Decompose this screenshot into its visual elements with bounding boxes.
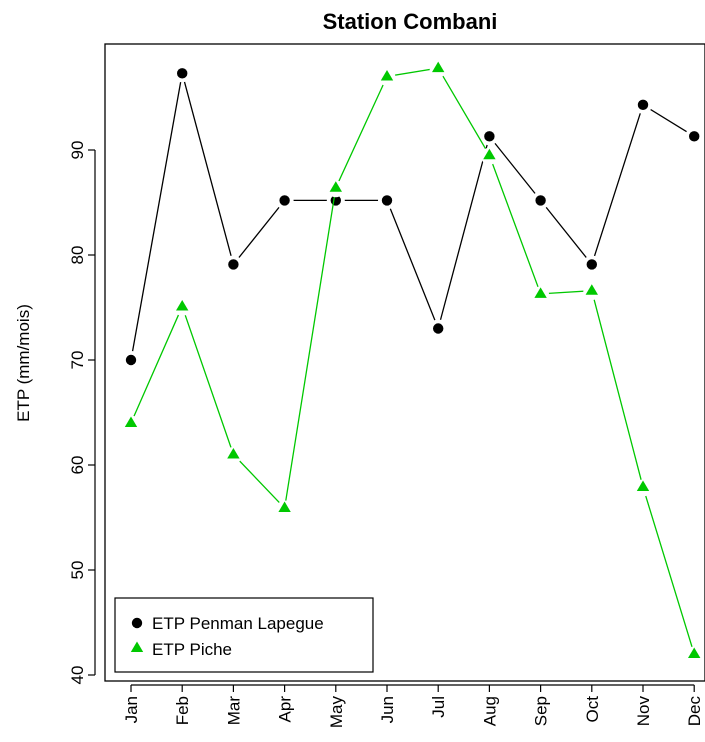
chart-title: Station Combani bbox=[323, 9, 498, 34]
point-etp-penman-lapegue-feb bbox=[177, 68, 188, 79]
series-etp-penman-lapegue bbox=[122, 64, 704, 369]
x-tick-label-mar: Mar bbox=[224, 696, 243, 726]
x-tick-label-aug: Aug bbox=[480, 696, 499, 726]
series-line-etp-penman-lapegue bbox=[130, 73, 695, 361]
series-layer bbox=[122, 60, 704, 664]
point-etp-piche-jun bbox=[380, 70, 394, 81]
point-etp-piche-dec bbox=[688, 647, 701, 658]
point-etp-piche-may bbox=[329, 181, 342, 192]
point-etp-penman-lapegue-jul bbox=[433, 323, 444, 334]
y-tick-label-90: 90 bbox=[68, 141, 87, 160]
point-etp-penman-lapegue-apr bbox=[279, 195, 290, 206]
plot-frame bbox=[104, 43, 705, 682]
y-axis: 40 50 60 70 80 90 bbox=[68, 141, 96, 685]
legend-label-piche: ETP Piche bbox=[152, 640, 232, 659]
point-etp-piche-oct bbox=[585, 284, 598, 295]
point-etp-piche-jan bbox=[124, 416, 138, 427]
x-tick-label-sep: Sep bbox=[532, 696, 551, 726]
x-tick-label-may: May bbox=[327, 696, 346, 729]
point-etp-penman-lapegue-dec bbox=[689, 131, 700, 142]
x-tick-label-oct: Oct bbox=[583, 696, 602, 723]
x-tick-label-nov: Nov bbox=[634, 696, 653, 727]
point-etp-penman-lapegue-nov bbox=[637, 99, 649, 111]
legend-label-penman: ETP Penman Lapegue bbox=[152, 614, 324, 633]
point-etp-penman-lapegue-sep bbox=[535, 195, 546, 206]
x-tick-label-dec: Dec bbox=[685, 696, 704, 727]
x-tick-label-jul: Jul bbox=[429, 696, 448, 718]
point-etp-piche-jul bbox=[432, 61, 445, 73]
point-etp-penman-lapegue-jan bbox=[125, 354, 137, 366]
series-etp-piche bbox=[122, 60, 703, 664]
x-tick-label-jun: Jun bbox=[378, 696, 397, 723]
point-etp-piche-sep bbox=[534, 287, 547, 298]
x-tick-label-jan: Jan bbox=[122, 696, 141, 723]
point-etp-piche-mar bbox=[227, 448, 240, 459]
legend: ETP Penman Lapegue ETP Piche bbox=[114, 597, 374, 673]
point-etp-piche-feb bbox=[176, 299, 189, 311]
point-etp-penman-lapegue-mar bbox=[228, 259, 239, 270]
point-etp-penman-lapegue-oct bbox=[586, 259, 597, 270]
legend-marker-penman bbox=[131, 617, 143, 629]
point-etp-piche-apr bbox=[278, 501, 291, 513]
y-tick-label-40: 40 bbox=[68, 666, 87, 685]
x-axis: Jan Feb Mar Apr May Jun Jul Aug Sep Oct Nov Dec bbox=[122, 684, 704, 729]
legend-box bbox=[114, 597, 374, 673]
y-tick-label-80: 80 bbox=[68, 246, 87, 265]
y-tick-label-70: 70 bbox=[68, 351, 87, 370]
y-tick-label-60: 60 bbox=[68, 456, 87, 475]
series-line-etp-piche bbox=[130, 67, 695, 655]
point-etp-piche-nov bbox=[636, 480, 650, 492]
legend-marker-piche bbox=[130, 641, 144, 652]
y-axis-title: ETP (mm/mois) bbox=[14, 304, 33, 422]
x-tick-label-feb: Feb bbox=[173, 696, 192, 725]
point-etp-penman-lapegue-aug bbox=[484, 131, 495, 142]
x-tick-label-apr: Apr bbox=[276, 696, 295, 723]
point-etp-penman-lapegue-jun bbox=[381, 195, 393, 206]
point-etp-piche-aug bbox=[483, 148, 496, 160]
y-tick-label-50: 50 bbox=[68, 561, 87, 580]
